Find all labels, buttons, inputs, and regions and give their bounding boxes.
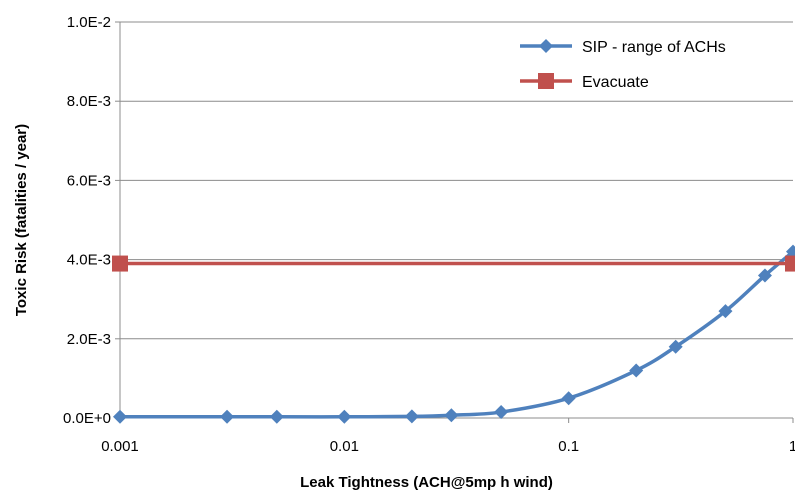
data-point-sip: [561, 391, 576, 406]
x-axis-title: Leak Tightness (ACH@5mp h wind): [300, 474, 553, 491]
data-point-evacuate: [112, 255, 128, 272]
y-tick-label: 6.0E-3: [67, 172, 111, 189]
data-point-sip: [220, 409, 235, 424]
data-point-evacuate: [785, 255, 795, 272]
y-tick-label: 0.0E+0: [63, 410, 111, 427]
series-layer: [112, 244, 795, 424]
data-point-sip: [757, 268, 772, 283]
data-point-sip: [113, 409, 127, 424]
data-point-sip: [718, 304, 733, 319]
legend-label-evacuate: Evacuate: [582, 74, 649, 91]
data-point-sip: [629, 363, 644, 378]
series-evacuate: [112, 255, 795, 272]
x-tick-label: 1: [789, 438, 795, 455]
x-tick-label: 0.01: [330, 438, 359, 455]
x-tick-label: 0.1: [558, 438, 579, 455]
data-point-sip: [404, 409, 419, 424]
legend-item-evacuate: Evacuate: [520, 73, 649, 91]
y-tick-labels: 0.0E+0 2.0E-3 4.0E-3 6.0E-3 8.0E-3 1.0E-2: [63, 14, 111, 427]
x-tick-labels: 0.001 0.01 0.1 1: [101, 438, 795, 455]
data-point-sip: [786, 244, 795, 259]
legend-marker-sip: [539, 39, 553, 53]
y-axis-title: Toxic Risk (fatalities / year): [13, 124, 30, 316]
legend-item-sip: SIP - range of ACHs: [520, 39, 726, 56]
y-tick-label: 8.0E-3: [67, 93, 111, 110]
series-sip: [113, 244, 795, 424]
legend-label-sip: SIP - range of ACHs: [582, 39, 726, 56]
data-point-sip: [668, 339, 683, 354]
y-tick-label: 2.0E-3: [67, 331, 111, 348]
gridlines: [120, 21, 793, 340]
data-point-sip: [269, 409, 284, 424]
x-tick-label: 0.001: [101, 438, 139, 455]
data-point-sip: [494, 405, 509, 420]
data-point-sip: [444, 408, 459, 423]
y-tick-label: 4.0E-3: [67, 252, 111, 269]
legend: SIP - range of ACHs Evacuate: [520, 39, 726, 91]
y-tick-label: 1.0E-2: [67, 14, 111, 31]
legend-marker-evacuate: [538, 73, 554, 89]
axes: [115, 21, 794, 423]
series-line-sip: [120, 250, 795, 419]
data-point-sip: [337, 409, 352, 424]
